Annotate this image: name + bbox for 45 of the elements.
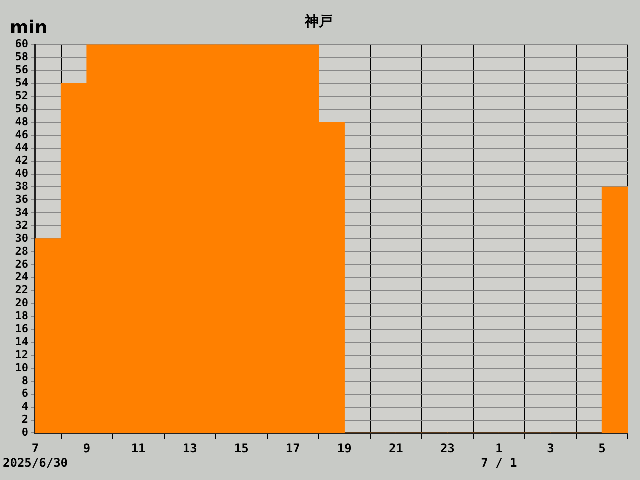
y-tick-label: 54 (15, 76, 29, 90)
y-tick-label: 48 (15, 115, 29, 128)
y-tick-label: 38 (15, 180, 29, 194)
y-tick-label: 0 (22, 426, 29, 440)
y-tick-label: 26 (15, 258, 29, 271)
y-tick-label: 8 (22, 374, 29, 388)
y-tick-label: 2 (22, 413, 29, 426)
x-tick-label: 15 (234, 442, 249, 456)
y-tick-label: 52 (15, 89, 29, 102)
x-tick-label: 3 (547, 442, 554, 456)
y-tick-label: 20 (15, 296, 29, 310)
y-tick-label: 46 (15, 128, 29, 142)
y-tick-label: 22 (15, 284, 29, 297)
chart-title: 神戸 (304, 13, 333, 30)
y-tick-label: 36 (15, 193, 29, 206)
y-tick-label: 14 (15, 335, 29, 348)
y-tick-label: 58 (15, 50, 29, 64)
x-tick-label: 19 (337, 442, 352, 456)
y-axis-title: min (10, 18, 48, 39)
y-tick-label: 28 (15, 244, 29, 258)
y-tick-label: 16 (15, 322, 29, 336)
x-tick-label: 11 (131, 442, 146, 456)
y-tick-label: 50 (15, 102, 29, 116)
x-tick-label: 23 (440, 442, 455, 456)
x-tick-label: 9 (83, 442, 91, 456)
y-tick-label: 4 (22, 400, 29, 414)
y-tick-label: 6 (22, 387, 29, 400)
y-tick-label: 42 (15, 154, 29, 168)
y-tick-label: 18 (15, 310, 29, 323)
y-tick-label: 10 (15, 361, 29, 374)
y-tick-label: 60 (15, 38, 29, 51)
y-tick-label: 56 (15, 64, 29, 77)
y-tick-label: 34 (15, 206, 29, 219)
x-tick-label: 1 7 / 1 (481, 442, 518, 470)
y-tick-label: 30 (15, 232, 29, 245)
x-tick-label: 5 (598, 442, 606, 456)
x-tick-label: 17 (286, 442, 300, 456)
y-tick-label: 44 (15, 141, 29, 154)
x-tick-label: 7 2025/6/30 (2, 442, 68, 470)
y-tick-label: 12 (15, 348, 29, 362)
y-tick-label: 40 (15, 167, 29, 180)
y-tick-label: 32 (15, 218, 29, 232)
x-tick-label: 13 (182, 442, 198, 456)
y-tick-label: 24 (15, 270, 29, 284)
x-tick-label: 21 (388, 442, 404, 456)
